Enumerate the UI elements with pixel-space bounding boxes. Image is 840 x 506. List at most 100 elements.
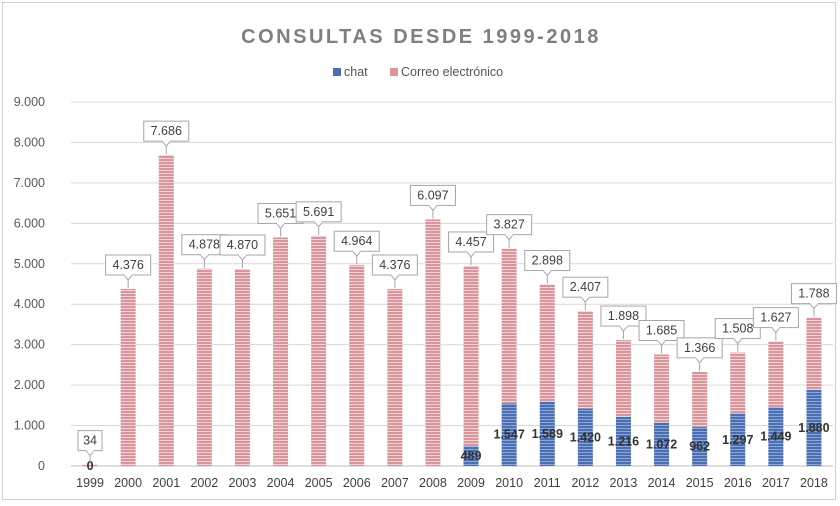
bar-chat bbox=[654, 422, 670, 466]
bar-correo bbox=[577, 311, 593, 409]
x-tick-label: 2017 bbox=[762, 476, 790, 490]
chart-title: CONSULTAS DESDE 1999-2018 bbox=[241, 26, 601, 48]
y-tick-label: 4.000 bbox=[14, 297, 45, 311]
y-tick-label: 3.000 bbox=[14, 338, 45, 352]
data-label-correo: 4.870 bbox=[219, 234, 266, 269]
bar-correo bbox=[234, 269, 250, 466]
data-label-correo: 1.788 bbox=[790, 283, 837, 317]
x-tick-label: 2018 bbox=[800, 476, 828, 490]
bar-correo bbox=[463, 265, 479, 447]
bar-correo bbox=[349, 265, 365, 466]
svg-text:4.870: 4.870 bbox=[227, 238, 258, 252]
x-tick-label: 2004 bbox=[267, 476, 295, 490]
data-label-chat: 962 bbox=[689, 440, 710, 454]
bar-correo bbox=[425, 219, 441, 466]
bar-chat bbox=[768, 407, 784, 466]
x-tick-label: 2011 bbox=[534, 476, 561, 490]
legend-swatch-0 bbox=[333, 68, 341, 76]
svg-text:1.788: 1.788 bbox=[798, 287, 829, 301]
bar-correo bbox=[768, 341, 784, 408]
data-label-correo: 1.898 bbox=[600, 305, 647, 340]
svg-text:6.097: 6.097 bbox=[417, 188, 448, 202]
x-tick-label: 1999 bbox=[76, 476, 104, 490]
svg-text:1.366: 1.366 bbox=[684, 341, 715, 355]
legend-swatch-1 bbox=[390, 68, 398, 76]
y-tick-label: 6.000 bbox=[14, 216, 45, 230]
bar-chat bbox=[577, 408, 593, 466]
svg-text:4.376: 4.376 bbox=[113, 258, 144, 272]
svg-text:5.651: 5.651 bbox=[265, 206, 296, 220]
y-tick-label: 8.000 bbox=[14, 135, 45, 149]
x-tick-label: 2001 bbox=[152, 476, 180, 490]
data-label-correo: 6.097 bbox=[409, 184, 456, 219]
svg-text:1.508: 1.508 bbox=[722, 322, 753, 336]
svg-text:2.407: 2.407 bbox=[570, 280, 601, 294]
bar-correo bbox=[730, 352, 746, 414]
data-label-correo: 1.508 bbox=[714, 318, 761, 352]
legend-label-0: chat bbox=[344, 65, 368, 79]
bar-chat bbox=[539, 401, 555, 466]
bar-correo bbox=[158, 155, 174, 467]
bar-correo bbox=[311, 235, 327, 466]
bar-correo bbox=[501, 248, 517, 404]
x-tick-label: 2012 bbox=[571, 476, 599, 490]
y-tick-label: 7.000 bbox=[14, 176, 45, 190]
data-labels: 0 34 4.376 7.686 4.878 4.870 5.651 5.691 4.964 4.… bbox=[77, 120, 837, 473]
data-label-chat: 1.547 bbox=[494, 428, 525, 442]
bar-correo bbox=[387, 289, 403, 466]
x-tick-label: 2009 bbox=[457, 476, 485, 490]
data-label-chat: 1.297 bbox=[722, 433, 753, 447]
data-label-correo: 4.878 bbox=[181, 234, 228, 268]
bar-correo bbox=[692, 371, 708, 428]
bar-chat bbox=[463, 446, 479, 466]
x-axis: 1999 2000 2001 2002 2003 2004 2005 2006 2007 2008… bbox=[76, 476, 828, 490]
grid bbox=[71, 101, 833, 467]
x-tick-label: 2000 bbox=[114, 476, 142, 490]
bar-chat bbox=[615, 416, 631, 466]
svg-text:4.878: 4.878 bbox=[189, 238, 220, 252]
bar-chat bbox=[692, 427, 708, 466]
chart-frame: CONSULTAS DESDE 1999-2018 chat Correo ele… bbox=[2, 2, 837, 500]
x-tick-label: 2014 bbox=[648, 476, 676, 490]
bar-correo bbox=[654, 354, 670, 423]
svg-text:5.691: 5.691 bbox=[303, 205, 334, 219]
data-label-correo: 1.366 bbox=[676, 337, 723, 371]
data-label-chat: 1.216 bbox=[608, 434, 639, 448]
y-tick-label: 2.000 bbox=[14, 378, 45, 392]
x-tick-label: 2003 bbox=[229, 476, 257, 490]
chart-svg: CONSULTAS DESDE 1999-2018 chat Correo ele… bbox=[14, 26, 837, 490]
bar-chat bbox=[806, 389, 822, 466]
y-tick-label: 9.000 bbox=[14, 95, 45, 109]
x-tick-label: 2010 bbox=[495, 476, 523, 490]
data-label-chat: 1.420 bbox=[570, 430, 601, 444]
bar-correo bbox=[615, 340, 631, 417]
x-tick-label: 2008 bbox=[419, 476, 447, 490]
x-tick-label: 2015 bbox=[686, 476, 714, 490]
y-tick-label: 5.000 bbox=[14, 257, 45, 271]
data-label-correo: 2.898 bbox=[524, 250, 571, 284]
data-label-correo: 4.457 bbox=[448, 231, 495, 265]
data-label-chat: 0 bbox=[87, 459, 94, 473]
data-label-chat: 1.072 bbox=[646, 437, 677, 451]
data-label-chat: 1.449 bbox=[760, 430, 791, 444]
svg-text:3.827: 3.827 bbox=[494, 218, 525, 232]
bar-correo bbox=[539, 284, 555, 402]
data-label-correo: 4.376 bbox=[371, 254, 418, 289]
x-tick-label: 2016 bbox=[724, 476, 752, 490]
legend: chat Correo electrónico bbox=[333, 65, 503, 79]
data-label-correo: 7.686 bbox=[143, 120, 190, 155]
svg-text:2.898: 2.898 bbox=[532, 254, 563, 268]
bar-chat bbox=[730, 413, 746, 466]
y-axis: 0 1.000 2.000 3.000 4.000 5.000 6.000 7.000 8.00… bbox=[14, 95, 45, 473]
x-tick-label: 2002 bbox=[190, 476, 218, 490]
x-tick-label: 2013 bbox=[610, 476, 638, 490]
svg-text:1.685: 1.685 bbox=[646, 323, 677, 337]
data-label-chat: 1.589 bbox=[532, 427, 563, 441]
data-label-chat: 489 bbox=[461, 449, 482, 463]
y-tick-label: 0 bbox=[38, 459, 45, 473]
data-label-correo: 34 bbox=[77, 430, 103, 464]
data-label-correo: 4.964 bbox=[333, 230, 380, 265]
svg-text:4.964: 4.964 bbox=[341, 234, 372, 248]
legend-label-1: Correo electrónico bbox=[401, 65, 503, 79]
data-label-chat: 1.880 bbox=[798, 421, 829, 435]
